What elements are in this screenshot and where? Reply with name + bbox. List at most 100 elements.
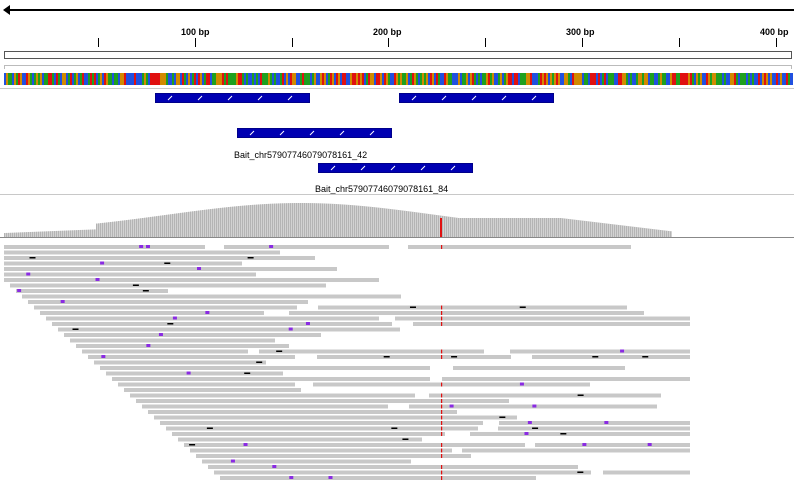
mismatch-mark <box>441 311 443 315</box>
base-mark <box>650 73 652 85</box>
base-mark <box>602 73 604 85</box>
read <box>442 377 690 381</box>
alignment-track[interactable] <box>0 242 794 487</box>
coverage-track[interactable] <box>0 190 794 238</box>
base-mark <box>410 73 412 85</box>
base-mark <box>84 73 86 85</box>
base-mark <box>312 73 314 85</box>
base-mark <box>70 73 72 85</box>
coverage-bar <box>554 218 556 237</box>
base-mark <box>642 73 644 85</box>
base-mark <box>528 73 530 85</box>
chromosome-ideogram[interactable] <box>4 51 792 59</box>
base-mark <box>292 73 294 85</box>
coverage-bar <box>4 233 6 237</box>
coverage-bar <box>642 227 644 237</box>
deletion-mark <box>383 356 390 358</box>
coverage-bar <box>328 203 330 237</box>
base-mark <box>548 73 550 85</box>
base-mark <box>522 73 524 85</box>
coverage-bar <box>386 208 388 237</box>
bait-feature[interactable] <box>155 93 310 103</box>
base-mark <box>26 73 28 85</box>
insertion-mark <box>519 382 524 386</box>
base-mark <box>146 73 148 85</box>
coverage-bar <box>412 211 414 237</box>
coverage-bar <box>436 215 438 237</box>
coverage-bar <box>666 230 668 237</box>
base-mark <box>284 73 286 85</box>
base-mark <box>76 73 78 85</box>
base-mark <box>578 73 580 85</box>
coverage-bar <box>482 218 484 237</box>
base-mark <box>280 73 282 85</box>
coverage-bar <box>498 218 500 237</box>
deletion-mark <box>592 356 599 358</box>
base-mark <box>238 73 240 85</box>
base-mark <box>24 73 26 85</box>
coverage-bar <box>186 212 188 237</box>
coverage-bar <box>194 211 196 237</box>
coverage-bar <box>32 231 34 237</box>
ruler[interactable]: 100 bp 200 bp 300 bp 400 bp <box>0 0 794 50</box>
base-mark <box>678 73 680 85</box>
coverage-bar <box>442 215 444 237</box>
coverage-bar <box>622 225 624 237</box>
coverage-bar <box>614 224 616 237</box>
mismatch-mark <box>441 454 443 458</box>
coverage-bar <box>196 210 198 237</box>
base-mark <box>788 73 790 85</box>
tick-label-100: 100 bp <box>181 27 210 37</box>
coverage-bar <box>658 229 660 237</box>
base-mark <box>142 73 144 85</box>
coverage-bar <box>526 218 528 237</box>
base-mark <box>608 73 610 85</box>
base-mark <box>530 73 532 85</box>
insertion-mark <box>243 443 248 446</box>
coverage-bar <box>664 230 666 237</box>
read <box>313 382 590 387</box>
coverage-bar <box>438 215 440 237</box>
base-mark <box>524 73 526 85</box>
coverage-bar <box>132 219 134 237</box>
base-mark <box>156 73 158 85</box>
coverage-bar <box>248 205 250 237</box>
base-mark <box>82 73 84 85</box>
coverage-bar <box>46 231 48 237</box>
coverage-bar <box>484 218 486 237</box>
coverage-bar <box>14 232 16 237</box>
bait-feature[interactable] <box>399 93 554 103</box>
base-mark <box>714 73 716 85</box>
base-mark <box>446 73 448 85</box>
coverage-bar <box>342 204 344 237</box>
base-mark <box>596 73 598 85</box>
read <box>4 267 337 271</box>
base-mark <box>762 73 764 85</box>
base-mark <box>216 73 218 85</box>
coverage-bar <box>44 231 46 237</box>
coverage-bar <box>372 207 374 237</box>
base-mark <box>228 73 230 85</box>
coverage-bar <box>58 230 60 237</box>
coverage-bar <box>34 231 36 237</box>
coverage-bar <box>26 232 28 237</box>
coverage-bar <box>178 213 180 237</box>
base-mark <box>110 73 112 85</box>
insertion-mark <box>186 371 191 375</box>
base-mark <box>4 73 6 85</box>
bait-feature-42[interactable] <box>237 128 392 138</box>
base-mark <box>374 73 376 85</box>
coverage-bar <box>434 214 436 237</box>
coverage-bar <box>380 207 382 237</box>
base-mark <box>398 73 400 85</box>
coverage-bar <box>110 221 112 237</box>
coverage-bar <box>590 221 592 237</box>
bait-feature-84[interactable] <box>318 163 473 173</box>
base-mark <box>16 73 18 85</box>
read <box>408 245 631 249</box>
base-mark <box>38 73 40 85</box>
base-mark <box>152 73 154 85</box>
base-mark <box>164 73 166 85</box>
coverage-bar <box>60 230 62 237</box>
base-mark <box>478 73 480 85</box>
